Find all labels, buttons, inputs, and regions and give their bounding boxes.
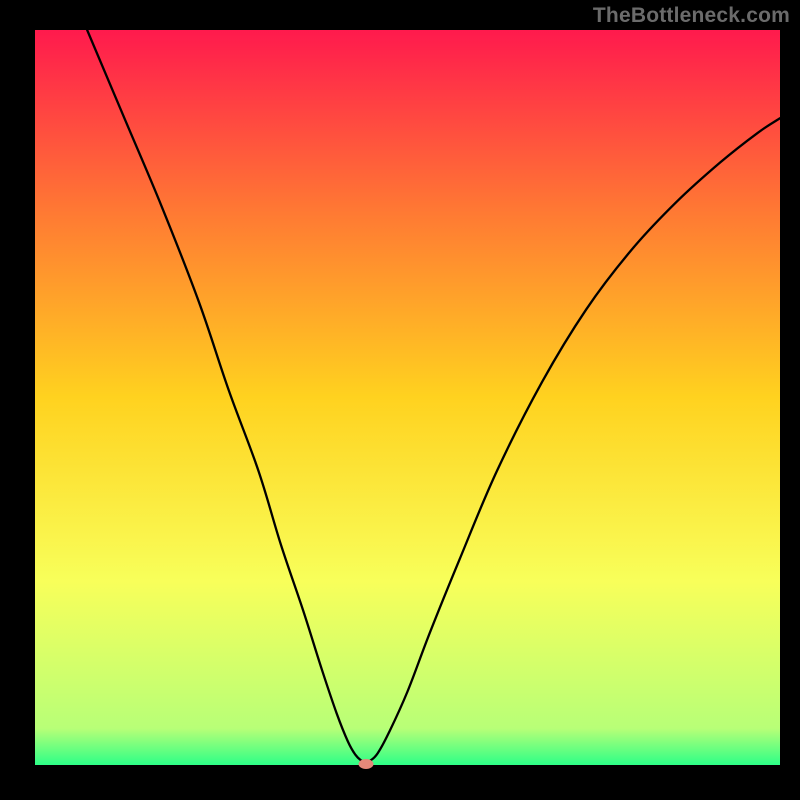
bottleneck-curve — [35, 30, 780, 765]
optimum-marker — [358, 759, 373, 769]
plot-area — [35, 30, 780, 765]
watermark-text: TheBottleneck.com — [593, 4, 790, 28]
curve-path — [87, 30, 780, 762]
chart-frame: TheBottleneck.com — [0, 0, 800, 800]
